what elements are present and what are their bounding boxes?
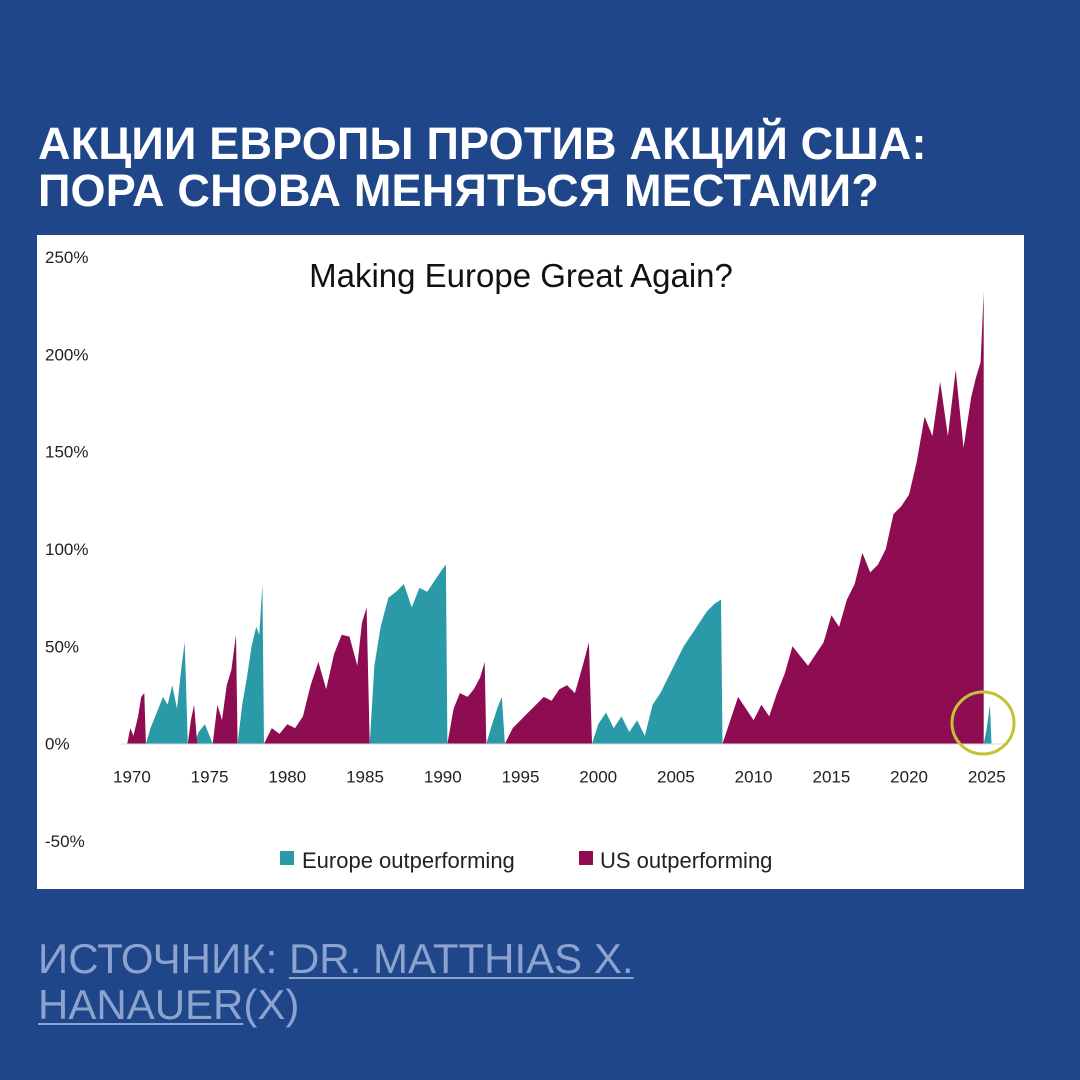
area-layer [127, 292, 992, 744]
chart-card: Making Europe Great Again? -50% 0% 50% 100%… [37, 235, 1024, 889]
x-tick-label: 1985 [346, 768, 384, 787]
area-segment-europe-5 [486, 696, 505, 744]
legend-label-europe: Europe outperforming [302, 848, 515, 873]
x-tick-label: 1990 [424, 768, 462, 787]
source-author-part-2: HANAUER [38, 981, 244, 1028]
y-axis: -50% 0% 50% 100% 150% 200% 250% [45, 248, 88, 851]
highlight-circle [950, 690, 1016, 756]
area-segment-us-2 [187, 704, 198, 744]
chart-title: Making Europe Great Again? [309, 257, 733, 294]
x-tick-label: 2020 [890, 768, 928, 787]
y-tick-label: 0% [45, 735, 70, 754]
y-tick-label: 50% [45, 637, 79, 656]
area-segment-us-7 [722, 292, 984, 744]
legend: Europe outperforming US outperforming [280, 848, 772, 873]
y-tick-label: -50% [45, 832, 85, 851]
area-segment-us-3 [212, 634, 238, 744]
legend-swatch-europe [280, 851, 294, 865]
x-tick-label: 2015 [812, 768, 850, 787]
area-segment-europe-2 [194, 724, 213, 744]
headline-line-2: ПОРА СНОВА МЕНЯТЬСЯ МЕСТАМИ? [38, 165, 880, 216]
x-tick-label: 2005 [657, 768, 695, 787]
headline-line-1: АКЦИИ ЕВРОПЫ ПРОТИВ АКЦИЙ США: [38, 118, 927, 169]
x-tick-label: 2000 [579, 768, 617, 787]
y-tick-label: 200% [45, 345, 88, 364]
y-tick-label: 100% [45, 540, 88, 559]
area-chart: Making Europe Great Again? -50% 0% 50% 100%… [45, 248, 1016, 873]
x-tick-label: 1980 [268, 768, 306, 787]
area-segment-us-4 [264, 607, 370, 744]
x-tick-label: 2025 [968, 768, 1006, 787]
area-segment-europe-3 [237, 584, 264, 744]
x-tick-label: 2010 [735, 768, 773, 787]
area-segment-europe-6 [592, 599, 723, 744]
x-axis: 1970 1975 1980 1985 1990 1995 2000 2005 2010 2015… [113, 768, 1006, 787]
area-segment-us-1 [127, 693, 146, 744]
source-credit: ИСТОЧНИК: DR. MATTHIAS X. HANAUER(X) [38, 936, 1038, 1028]
legend-swatch-us [579, 851, 593, 865]
source-author-part-1: DR. MATTHIAS X. [288, 935, 634, 982]
area-segment-europe-4 [369, 564, 448, 744]
area-segment-europe-7 [983, 704, 992, 744]
source-suffix: (X) [243, 981, 300, 1028]
headline: АКЦИИ ЕВРОПЫ ПРОТИВ АКЦИЙ США: ПОРА СНОВ… [38, 120, 1038, 214]
area-segment-europe-1 [145, 642, 188, 744]
source-author-link[interactable]: DR. MATTHIAS X. HANAUER [38, 935, 634, 1028]
x-tick-label: 1975 [191, 768, 229, 787]
x-tick-label: 1995 [502, 768, 540, 787]
y-tick-label: 150% [45, 443, 88, 462]
y-tick-label: 250% [45, 248, 88, 267]
legend-label-us: US outperforming [600, 848, 772, 873]
source-prefix: ИСТОЧНИК: [38, 935, 289, 982]
x-tick-label: 1970 [113, 768, 151, 787]
area-segment-us-6 [504, 642, 592, 744]
area-segment-us-5 [447, 661, 487, 744]
